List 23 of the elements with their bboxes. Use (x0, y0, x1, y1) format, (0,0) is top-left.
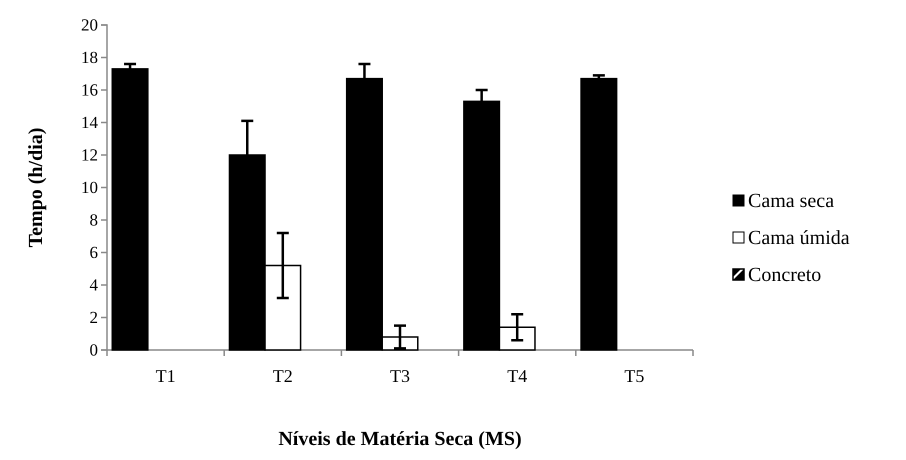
x-tick-label: T5 (624, 366, 644, 386)
y-tick-label: 2 (90, 308, 98, 327)
bar (580, 78, 618, 351)
y-tick-label: 6 (90, 242, 98, 262)
y-tick-label: 20 (81, 15, 98, 34)
x-tick-label: T1 (156, 366, 176, 386)
y-tick-label: 12 (81, 145, 98, 164)
y-axis-title: Tempo (h/dia) (25, 128, 47, 248)
legend-label: Concreto (748, 264, 822, 286)
legend-label: Cama úmida (748, 227, 850, 249)
y-tick-label: 14 (81, 112, 98, 132)
y-tick-label: 4 (90, 275, 98, 294)
y-tick-label: 0 (90, 340, 98, 360)
legend-label: Cama seca (748, 190, 834, 212)
x-tick-label: T4 (507, 366, 528, 386)
y-tick-label: 18 (81, 48, 98, 67)
x-tick-label: T2 (272, 366, 293, 386)
x-axis-title: Níveis de Matéria Seca (MS) (278, 428, 522, 450)
x-tick-label: T3 (390, 366, 410, 386)
y-tick-label: 16 (81, 80, 98, 100)
bar (112, 68, 149, 351)
y-tick-label: 10 (81, 178, 98, 197)
y-tick-label: 8 (90, 210, 98, 230)
